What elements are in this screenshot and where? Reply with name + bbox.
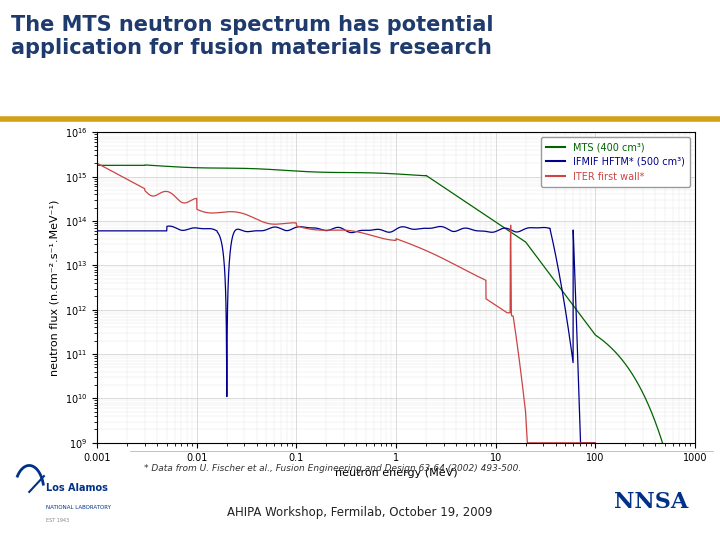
ITER first wall* (316, 227, 325, 233)
IFMIF HFTM* (500 cm³) (576, 440, 585, 446)
IFMIF HFTM* (500 cm³) (417, 225, 426, 232)
MTS (400 cm³) (238, 165, 247, 172)
IFMIF HFTM* (500 cm³) (392, 226, 400, 233)
IFMIF HFTM* (500 cm³) (283, 227, 292, 234)
MTS (400 cm³) (140, 161, 149, 168)
MTS (400 cm³) (232, 165, 240, 172)
ITER first wall* (523, 440, 531, 446)
Line: IFMIF HFTM* (500 cm³): IFMIF HFTM* (500 cm³) (97, 226, 595, 443)
ITER first wall* (93, 160, 102, 166)
MTS (400 cm³) (690, 484, 699, 490)
IFMIF HFTM* (500 cm³) (184, 226, 192, 233)
IFMIF HFTM* (500 cm³) (591, 440, 600, 446)
Text: * Data from U. Fischer et al., Fusion Engineering and Design 63-64 (2002) 493-50: * Data from U. Fischer et al., Fusion En… (144, 464, 521, 473)
IFMIF HFTM* (500 cm³) (93, 228, 102, 234)
Text: Los Alamos: Los Alamos (46, 483, 108, 493)
Legend: MTS (400 cm³), IFMIF HFTM* (500 cm³), ITER first wall*: MTS (400 cm³), IFMIF HFTM* (500 cm³), IT… (541, 137, 690, 187)
MTS (400 cm³) (686, 484, 695, 490)
ITER first wall* (209, 210, 217, 217)
IFMIF HFTM* (500 cm³) (464, 225, 473, 232)
IFMIF HFTM* (500 cm³) (165, 223, 174, 230)
ITER first wall* (587, 440, 595, 446)
MTS (400 cm³) (361, 170, 369, 176)
MTS (400 cm³) (670, 484, 679, 490)
ITER first wall* (281, 220, 289, 227)
MTS (400 cm³) (318, 169, 327, 176)
Y-axis label: neutron flux (n.cm⁻².s⁻¹.MeV⁻¹): neutron flux (n.cm⁻².s⁻¹.MeV⁻¹) (49, 199, 59, 376)
MTS (400 cm³) (93, 162, 102, 168)
Text: The MTS neutron spectrum has potential
application for fusion materials research: The MTS neutron spectrum has potential a… (11, 15, 493, 58)
ITER first wall* (214, 210, 222, 216)
MTS (400 cm³) (235, 165, 243, 172)
Line: ITER first wall*: ITER first wall* (97, 163, 595, 443)
Text: EST 1943: EST 1943 (46, 518, 70, 523)
ITER first wall* (211, 210, 220, 216)
ITER first wall* (591, 440, 600, 446)
Text: NNSA: NNSA (614, 491, 689, 512)
X-axis label: neutron energy (MeV): neutron energy (MeV) (335, 468, 457, 478)
IFMIF HFTM* (500 cm³) (503, 225, 511, 232)
Text: AHIPA Workshop, Fermilab, October 19, 2009: AHIPA Workshop, Fermilab, October 19, 20… (228, 507, 492, 519)
Line: MTS (400 cm³): MTS (400 cm³) (97, 165, 695, 487)
Text: NATIONAL LABORATORY: NATIONAL LABORATORY (46, 504, 112, 510)
